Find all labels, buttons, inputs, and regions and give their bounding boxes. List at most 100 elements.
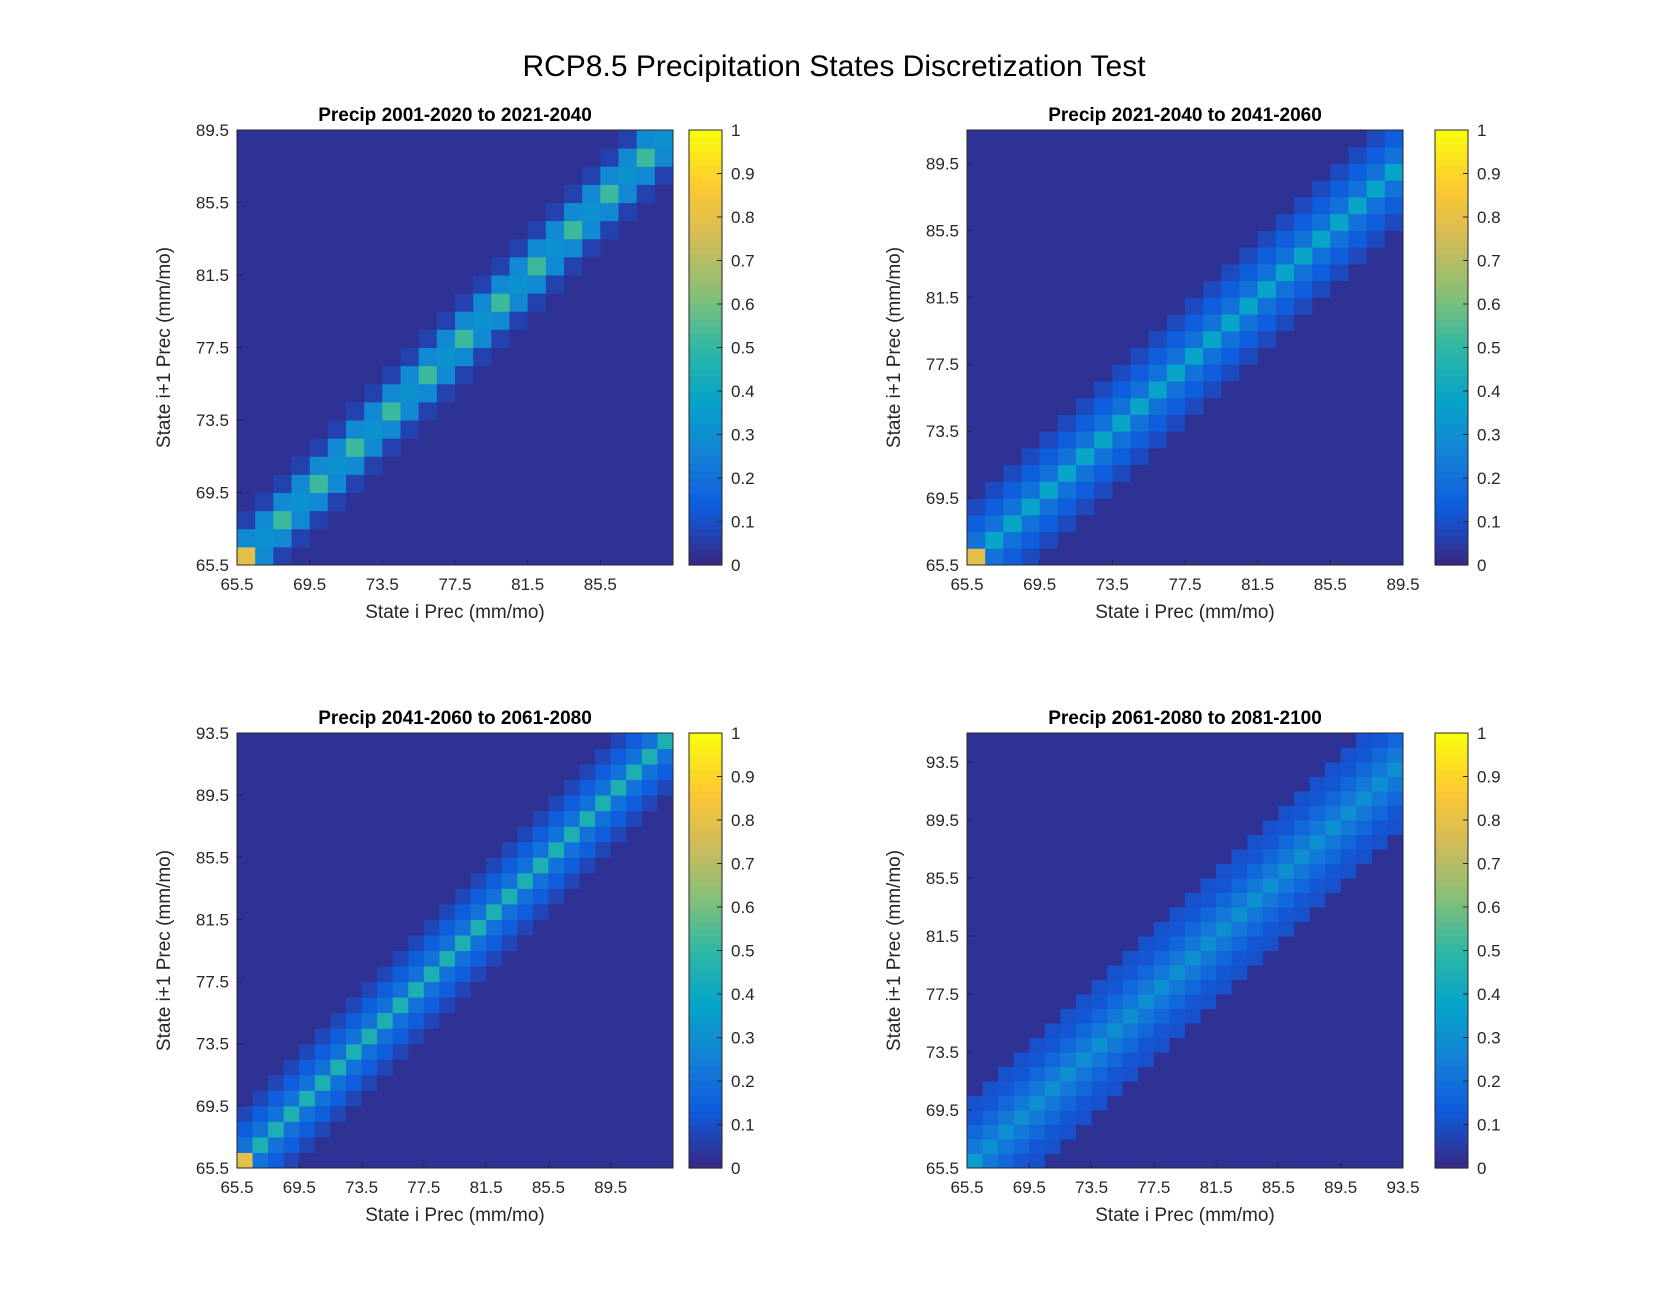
heatmap-cell: [408, 857, 425, 874]
heatmap-cell: [1366, 447, 1386, 466]
heatmap-cell: [473, 293, 492, 312]
colorbar-segment: [689, 195, 722, 204]
heatmap-cell: [1153, 892, 1170, 908]
colorbar-segment: [1435, 1073, 1468, 1082]
heatmap-cell: [548, 1090, 565, 1107]
colorbar-tick-label: 0.8: [731, 208, 755, 227]
heatmap-cell: [545, 401, 565, 421]
heatmap-cell: [1387, 1052, 1404, 1067]
heatmap-cell: [564, 1074, 581, 1091]
heatmap-cell: [600, 130, 619, 149]
heatmap-cell: [273, 347, 292, 367]
heatmap-cell: [1003, 397, 1022, 415]
heatmap-cell: [1330, 464, 1349, 482]
heatmap-cell: [1278, 1139, 1295, 1154]
heatmap-cell: [436, 420, 456, 439]
heatmap-cell: [1216, 1052, 1233, 1067]
heatmap-cell: [1169, 849, 1186, 864]
heatmap-cell: [582, 401, 601, 421]
heatmap-cell: [309, 256, 329, 276]
heatmap-cell: [1039, 146, 1059, 164]
heatmap-cell: [382, 383, 401, 403]
heatmap-cell: [1262, 1139, 1279, 1154]
heatmap-cell: [314, 1136, 331, 1153]
colorbar-segment: [1435, 1066, 1468, 1075]
y-tick-label: 89.5: [926, 154, 959, 173]
heatmap-cell: [1294, 1066, 1311, 1082]
heatmap-cell: [237, 220, 256, 240]
heatmap-cell: [1039, 481, 1059, 499]
heatmap-cell: [548, 733, 565, 750]
heatmap-cell: [1294, 747, 1311, 763]
heatmap-cell: [1057, 397, 1077, 415]
heatmap-cell: [564, 1105, 581, 1122]
heatmap-cell: [1091, 936, 1108, 951]
heatmap-cell: [1275, 263, 1295, 282]
heatmap-cell: [1384, 230, 1404, 248]
colorbar-segment: [1435, 1088, 1468, 1097]
heatmap-cell: [1200, 878, 1217, 893]
heatmap-cell: [600, 238, 619, 258]
heatmap-cell: [1148, 380, 1168, 399]
heatmap-cell: [314, 857, 331, 874]
heatmap-cell: [1185, 733, 1202, 748]
heatmap-cell: [1239, 297, 1259, 315]
heatmap-cell: [400, 383, 420, 403]
heatmap-cell: [455, 438, 474, 457]
x-tick-label: 65.5: [950, 1178, 983, 1197]
heatmap-cell: [237, 438, 256, 457]
heatmap-cell: [1130, 247, 1150, 265]
heatmap-cell: [299, 764, 316, 781]
colorbar-segment: [689, 921, 722, 930]
heatmap-cell: [1247, 849, 1264, 864]
heatmap-cell: [967, 1153, 984, 1169]
heatmap-cell: [470, 903, 487, 920]
heatmap-cell: [1330, 397, 1349, 415]
heatmap-cell: [1330, 431, 1349, 449]
colorbar-segment: [689, 202, 722, 211]
heatmap-cell: [501, 826, 518, 843]
heatmap-cell: [1340, 791, 1357, 806]
heatmap-cell: [1275, 230, 1295, 248]
heatmap-cell: [473, 202, 492, 222]
heatmap-cell: [1330, 548, 1349, 566]
heatmap-cell: [1200, 776, 1217, 792]
heatmap-cell: [377, 857, 394, 874]
heatmap-cell: [346, 1059, 363, 1076]
heatmap-cell: [268, 1121, 285, 1138]
heatmap-cell: [527, 456, 547, 475]
heatmap-cell: [1231, 1110, 1248, 1125]
heatmap-cell: [1203, 230, 1222, 248]
heatmap-cell: [1216, 791, 1233, 806]
heatmap-cell: [1330, 414, 1349, 432]
heatmap-cell: [473, 347, 492, 367]
heatmap-cell: [595, 1121, 612, 1138]
heatmap-cell: [1262, 1037, 1279, 1053]
heatmap-cell: [1257, 230, 1277, 248]
heatmap-cell: [967, 380, 986, 399]
colorbar-segment: [1435, 921, 1468, 930]
heatmap-cell: [1076, 878, 1093, 893]
heatmap-cell: [1166, 230, 1186, 248]
heatmap-cell: [1309, 805, 1326, 821]
heatmap-cell: [641, 795, 658, 812]
heatmap-cell: [382, 420, 401, 439]
heatmap-cell: [1387, 878, 1404, 893]
heatmap-cell: [423, 966, 440, 983]
heatmap-cell: [1122, 1081, 1139, 1096]
heatmap-cell: [509, 220, 529, 240]
heatmap-cell: [1278, 762, 1295, 777]
colorbar-segment: [1435, 470, 1468, 479]
heatmap-cell: [1076, 263, 1095, 282]
heatmap-cell: [330, 1121, 347, 1138]
heatmap-cell: [1130, 431, 1150, 449]
heatmap-cell: [582, 510, 601, 530]
heatmap-cell: [1044, 747, 1061, 763]
heatmap-cell: [1384, 498, 1404, 516]
heatmap-cell: [1247, 1052, 1264, 1067]
heatmap-cell: [364, 492, 383, 512]
heatmap-cell: [1275, 447, 1295, 466]
heatmap-cell: [255, 130, 274, 149]
x-tick-label: 77.5: [438, 575, 471, 594]
heatmap-cell: [491, 184, 510, 204]
